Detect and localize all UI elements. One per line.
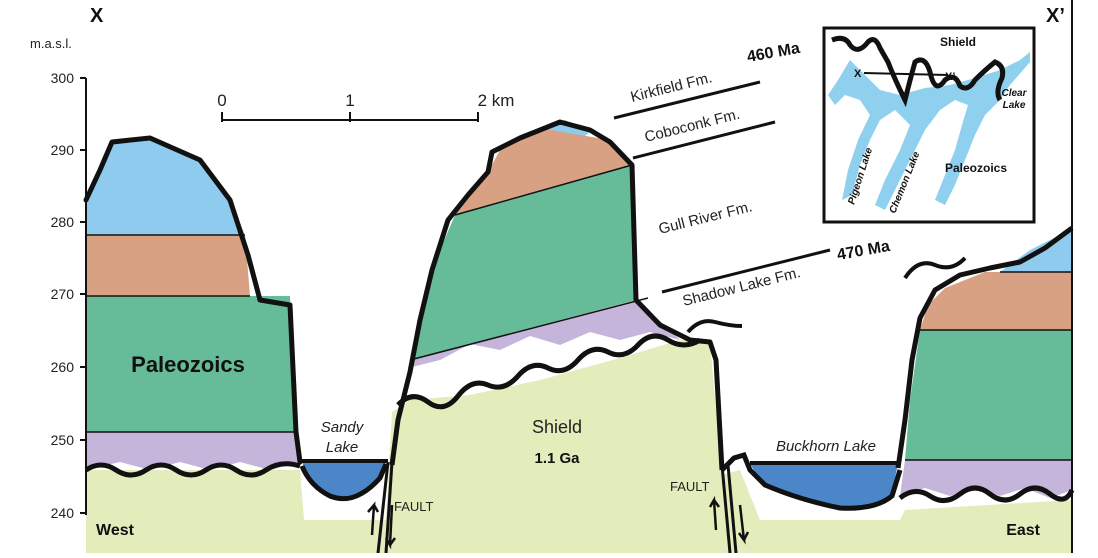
erosion-squiggle-right bbox=[903, 256, 967, 280]
inset-shield-boundary bbox=[831, 35, 1006, 108]
central-contact-1 bbox=[454, 164, 633, 216]
right-unconformity bbox=[898, 485, 1075, 503]
left-unconformity bbox=[84, 461, 301, 478]
right-fault-label: FAULT bbox=[670, 479, 710, 494]
left-fault-line bbox=[376, 461, 390, 554]
right-coboconk-layer bbox=[920, 272, 1072, 330]
inset-shield-label: Shield bbox=[940, 35, 976, 49]
elevation-ticks bbox=[80, 77, 86, 514]
buckhorn-lake-water bbox=[750, 464, 898, 508]
right-fault-line-2 bbox=[726, 464, 738, 554]
left-kirkfield-layer bbox=[86, 138, 245, 235]
age-470-label: 470 Ma bbox=[836, 238, 892, 264]
elevation-tick-240: 240 bbox=[51, 505, 75, 521]
scale-tick-0: 0 bbox=[217, 91, 226, 110]
coboconk-fm-label: Coboconk Fm. bbox=[643, 106, 742, 146]
left-block-outline bbox=[83, 135, 303, 465]
gull-river-fm-label: Gull River Fm. bbox=[657, 198, 754, 238]
coboconk-boundary-line bbox=[632, 120, 776, 160]
buckhorn-lake-label: Buckhorn Lake bbox=[776, 438, 876, 455]
erosion-squiggle-central bbox=[686, 319, 743, 334]
elevation-tick-300: 300 bbox=[51, 70, 75, 86]
axis-unit-label: m.a.s.l. bbox=[30, 36, 72, 51]
scale-tick-2: 2 km bbox=[478, 91, 515, 110]
central-coboconk-layer bbox=[455, 128, 632, 215]
sandy-lake-water bbox=[302, 462, 386, 497]
left-fault-arrow-down bbox=[384, 504, 397, 550]
right-fault-line bbox=[720, 464, 732, 554]
elevation-tick-250: 250 bbox=[51, 432, 75, 448]
central-unconformity bbox=[396, 333, 702, 410]
scale-bar bbox=[221, 112, 479, 122]
right-block-outline bbox=[895, 225, 1074, 469]
shield-label: Shield bbox=[532, 417, 582, 437]
left-gull-river-layer bbox=[86, 296, 294, 432]
sandy-lake-label-line2: Lake bbox=[326, 439, 359, 456]
shield-basement bbox=[86, 340, 1072, 553]
central-block-outline bbox=[389, 119, 725, 471]
inset-paleozoics-label: Paleozoics bbox=[945, 161, 1007, 175]
central-contact-2 bbox=[409, 297, 649, 361]
right-gull-river-layer bbox=[905, 330, 1072, 460]
elevation-tick-290: 290 bbox=[51, 142, 75, 158]
right-fault-arrow-up bbox=[708, 495, 721, 531]
inset-water-main bbox=[828, 52, 1030, 210]
kirkfield-boundary-line bbox=[613, 80, 761, 120]
left-coboconk-layer bbox=[86, 235, 250, 296]
inset-clear-lake-line1: Clear bbox=[1001, 88, 1027, 99]
buckhorn-lake-basin-outline bbox=[720, 451, 903, 511]
shield-age-label: 1.1 Ga bbox=[534, 450, 580, 467]
age-460-label: 460 Ma bbox=[746, 40, 802, 66]
left-fault-label: FAULT bbox=[394, 499, 434, 514]
elevation-tick-260: 260 bbox=[51, 359, 75, 375]
inset-x-marker: X bbox=[854, 68, 862, 80]
left-shadow-lake-layer bbox=[86, 432, 300, 470]
inset-clear-lake-line2: Lake bbox=[1003, 100, 1026, 111]
central-gull-river-layer bbox=[410, 165, 636, 360]
inset-section-line bbox=[863, 72, 949, 76]
right-section-marker: X’ bbox=[1046, 5, 1065, 27]
kirkfield-fm-label: Kirkfield Fm. bbox=[629, 69, 714, 106]
sandy-lake-basin-outline bbox=[299, 463, 389, 502]
elevation-tick-270: 270 bbox=[51, 286, 75, 302]
paleozoics-label: Paleozoics bbox=[131, 352, 245, 377]
inset-x-prime-marker: X’ bbox=[945, 71, 955, 83]
scale-tick-1: 1 bbox=[345, 91, 354, 110]
west-label: West bbox=[96, 522, 135, 539]
right-fault-arrow-down bbox=[737, 504, 750, 545]
central-shadow-lake-layer bbox=[408, 300, 680, 368]
left-section-marker: X bbox=[90, 5, 104, 27]
elevation-tick-280: 280 bbox=[51, 214, 75, 230]
shadow-lake-boundary-line bbox=[661, 248, 831, 294]
inset-map bbox=[822, 26, 1036, 224]
sandy-lake-label-line1: Sandy bbox=[321, 419, 365, 436]
left-fault-arrow-up bbox=[367, 501, 380, 536]
east-label: East bbox=[1006, 522, 1040, 539]
